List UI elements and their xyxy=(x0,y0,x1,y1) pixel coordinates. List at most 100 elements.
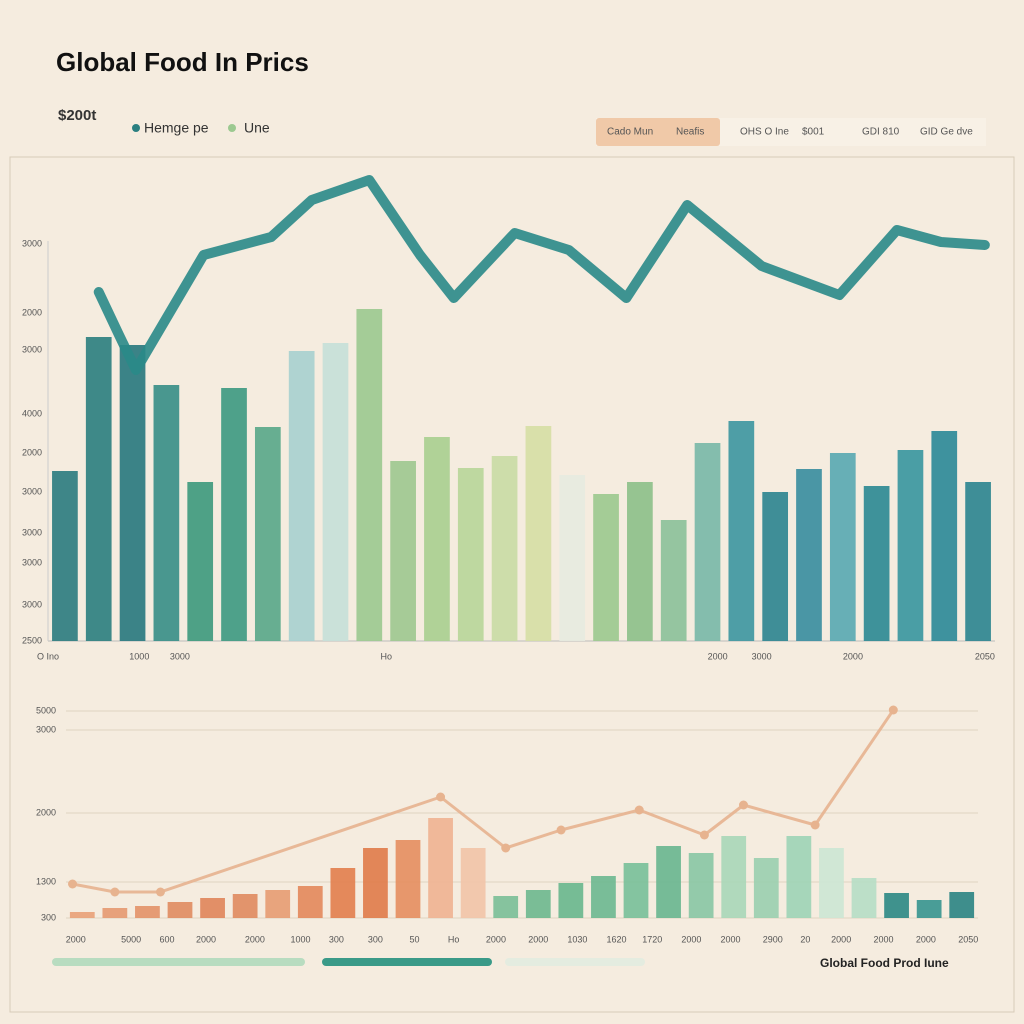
progress-bar xyxy=(322,958,492,966)
bar xyxy=(330,868,356,918)
y-tick-label: 3000 xyxy=(22,599,42,609)
x-tick-label: 2000 xyxy=(720,934,740,944)
bar xyxy=(627,482,653,641)
bar xyxy=(390,461,416,641)
y-tick-label: 5000 xyxy=(36,705,56,715)
x-tick-label: 2900 xyxy=(763,934,783,944)
y-tick-label: 4000 xyxy=(22,408,42,418)
x-tick-label: Ho xyxy=(448,934,460,944)
x-tick-label: Ho xyxy=(380,651,392,661)
bar xyxy=(428,818,453,918)
bar xyxy=(457,468,484,641)
line-point xyxy=(436,792,446,802)
x-tick-label: 1720 xyxy=(642,934,662,944)
line xyxy=(93,175,990,375)
x-tick-label: 2000 xyxy=(528,934,548,944)
y-tick-label: 3000 xyxy=(22,557,42,567)
bar xyxy=(167,902,193,918)
bar xyxy=(786,836,812,918)
progress-bar xyxy=(52,958,305,966)
line-point xyxy=(634,805,644,815)
tab-label: Neafis xyxy=(676,127,704,138)
y-tick-label: 3000 xyxy=(36,724,56,734)
x-tick-label: 300 xyxy=(329,934,344,944)
x-tick-label: 50 xyxy=(410,934,420,944)
bar xyxy=(322,343,349,641)
bar xyxy=(884,893,909,918)
bar xyxy=(395,840,421,918)
line-point xyxy=(501,843,511,853)
line-point xyxy=(810,820,820,830)
x-tick-label: 2050 xyxy=(958,934,978,944)
x-tick-label: O Ino xyxy=(37,651,59,661)
bar xyxy=(949,892,975,918)
x-tick-label: 2000 xyxy=(486,934,506,944)
line-point xyxy=(699,830,709,840)
x-tick-label: 2000 xyxy=(916,934,936,944)
x-tick-label: 1000 xyxy=(290,934,310,944)
y-tick-label: 3000 xyxy=(22,486,42,496)
subtitle: $200t xyxy=(58,107,96,124)
x-tick-label: 2000 xyxy=(245,934,265,944)
y-tick-label: 300 xyxy=(41,912,56,922)
bar xyxy=(762,492,789,641)
bar xyxy=(297,886,323,918)
progress-bar xyxy=(505,958,645,966)
x-tick-label: 20 xyxy=(800,934,810,944)
bar xyxy=(265,890,291,918)
bar xyxy=(591,876,616,918)
x-tick-label: 2000 xyxy=(874,934,894,944)
y-tick-label: 2000 xyxy=(22,447,42,457)
bar xyxy=(232,894,258,918)
bar xyxy=(69,912,95,918)
bar xyxy=(694,443,721,641)
bar xyxy=(525,426,552,641)
bar xyxy=(660,520,687,641)
x-tick-label: 1030 xyxy=(567,934,587,944)
tab-label: $001 xyxy=(802,127,825,138)
x-tick-label: 2000 xyxy=(831,934,851,944)
bar xyxy=(254,427,281,641)
bar xyxy=(829,453,856,641)
bar xyxy=(52,471,78,641)
bar xyxy=(559,475,586,641)
bar xyxy=(135,906,160,918)
bar xyxy=(863,486,890,641)
line-point xyxy=(556,825,566,835)
bar xyxy=(796,469,822,641)
legend-label: Hemge pe xyxy=(144,120,209,136)
bar xyxy=(460,848,486,918)
line-point xyxy=(155,887,165,897)
footer-caption: Global Food Prod Iune xyxy=(820,956,949,970)
bar xyxy=(491,456,518,641)
bar xyxy=(851,878,877,918)
bar xyxy=(356,309,383,641)
y-tick-label: 3000 xyxy=(22,238,42,248)
bar xyxy=(593,494,619,641)
bar xyxy=(728,421,755,641)
line-point xyxy=(110,887,120,897)
x-tick-label: 2000 xyxy=(66,934,86,944)
bar xyxy=(688,853,714,918)
bar xyxy=(221,388,247,641)
bar xyxy=(623,863,649,918)
bar xyxy=(656,846,681,918)
bar xyxy=(965,482,991,641)
x-tick-label: 2000 xyxy=(196,934,216,944)
x-tick-label: 2000 xyxy=(681,934,701,944)
bar xyxy=(721,836,747,918)
bar xyxy=(363,848,388,918)
tab-label: OHS O Ine xyxy=(740,127,789,138)
bar xyxy=(753,858,779,918)
bar xyxy=(187,482,214,641)
bar xyxy=(102,908,128,918)
bar xyxy=(558,883,584,918)
x-tick-label: 3000 xyxy=(752,651,772,661)
legend-swatch xyxy=(228,124,236,132)
x-tick-label: 2000 xyxy=(843,651,863,661)
bar xyxy=(819,848,844,918)
frame xyxy=(9,156,1015,1013)
bar xyxy=(85,337,112,641)
